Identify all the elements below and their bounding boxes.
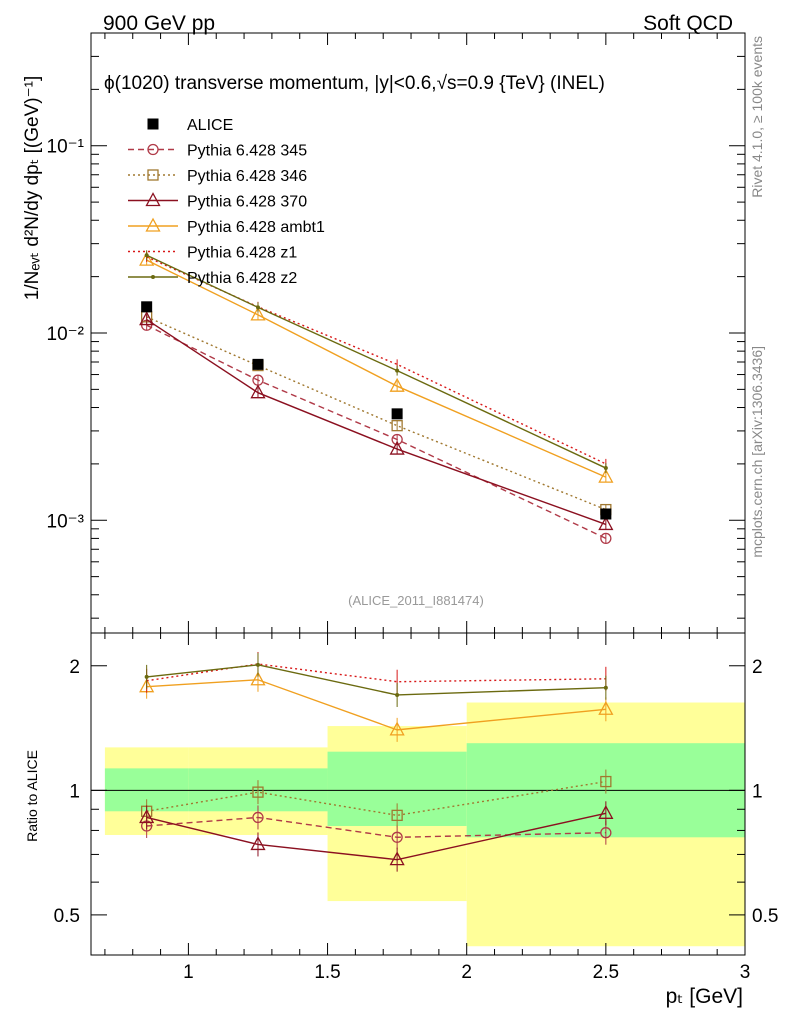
series-ambt1-point <box>139 251 155 266</box>
series-z1-ratio-line <box>146 663 606 683</box>
mcplots-label: mcplots.cern.ch [arXiv:1306.3436] <box>749 346 765 558</box>
series-346-line <box>146 316 607 511</box>
series-370-point <box>139 311 155 326</box>
legend: ALICE Pythia 6.428 345 Pythia 6.428 346 Pyt… <box>128 117 325 287</box>
series-ambt1-line <box>146 259 607 478</box>
series-370-ratio-line <box>146 812 607 861</box>
series-346-point <box>391 420 403 432</box>
series-346-ratio-point <box>252 786 264 798</box>
legend-345-marker <box>147 143 159 156</box>
series-layer <box>139 250 614 872</box>
series-345-ratio-point <box>600 827 612 839</box>
series-z2-point <box>395 368 400 373</box>
series-ambt1-point <box>389 377 405 392</box>
legend-346-marker <box>147 169 159 181</box>
series-z2-point <box>603 466 608 471</box>
series-z2-ratio-point <box>144 674 149 679</box>
data-layer <box>141 301 612 520</box>
series-345-line <box>146 324 607 540</box>
series-346-ratio-line <box>146 780 606 817</box>
series-346-ratio-point <box>391 809 403 822</box>
series-z2-ratio-line <box>146 664 606 696</box>
series-ambt1-ratio-line <box>146 679 606 731</box>
legend-z2-label: Pythia 6.428 z2 <box>187 270 297 287</box>
x-tick-label: 1.5 <box>314 962 340 983</box>
alice-point <box>391 408 403 420</box>
ratio-tick-label: 1 <box>69 781 80 802</box>
series-345-ratio-point <box>391 831 403 843</box>
series-ambt1-ratio-point <box>598 700 614 715</box>
series-ambt1-ratio-point <box>389 721 405 736</box>
series-z2-ratio-point <box>603 685 608 690</box>
series-370-ratio-point <box>139 809 155 824</box>
legend-ambt1-label: Pythia 6.428 ambt1 <box>187 219 325 236</box>
header-right: Soft QCD <box>643 12 733 35</box>
alice-point <box>600 508 612 520</box>
series-346-ratio-point <box>600 775 612 788</box>
x-tick-label: 3 <box>740 962 751 983</box>
legend-z2-marker <box>151 275 155 279</box>
ratio-tick-label: 0.5 <box>54 906 80 927</box>
legend-alice-label: ALICE <box>187 117 233 134</box>
legend-345-label: Pythia 6.428 345 <box>187 143 307 160</box>
plot-title: ϕ(1020) transverse momentum, |y|<0.6,√s=… <box>104 73 605 94</box>
series-345-ratio-line <box>146 816 606 839</box>
y-tick-label: 10⁻¹ <box>47 137 85 158</box>
alice-point <box>141 301 153 313</box>
ratio-tick-label-right: 0.5 <box>752 906 778 927</box>
rivet-label: Rivet 4.1.0, ≥ 100k events <box>749 36 765 198</box>
series-z2-point <box>255 305 260 310</box>
series-370-point <box>250 384 266 399</box>
ratio-bands <box>91 702 745 947</box>
y-tick-label: 10⁻² <box>47 324 85 345</box>
header-left: 900 GeV pp <box>103 12 215 35</box>
series-z2-line <box>146 254 607 469</box>
x-tick-label: 1 <box>183 962 194 983</box>
x-tick-label: 2 <box>461 962 472 983</box>
legend-ambt1-marker <box>145 217 161 232</box>
series-370-point <box>389 440 405 455</box>
ratio-frame <box>90 632 746 956</box>
axis-ticks: 1 1.5 2 2.5 3 10⁻³ 10⁻² 10⁻¹ 0.5 0.5 1 1 2 2 <box>47 32 778 983</box>
series-z2-ratio-point <box>255 662 260 667</box>
legend-346-label: Pythia 6.428 346 <box>187 168 307 185</box>
y-tick-label: 10⁻³ <box>47 511 85 532</box>
series-ambt1-point <box>598 468 614 483</box>
series-ambt1-point <box>250 306 266 321</box>
y-axis-label-ratio: Ratio to ALICE <box>24 750 40 842</box>
series-ambt1-ratio-point <box>250 671 266 686</box>
legend-alice-marker <box>147 118 159 130</box>
legend-370-label: Pythia 6.428 370 <box>187 194 307 211</box>
ratio-tick-label-right: 2 <box>752 657 763 678</box>
ratio-tick-label: 2 <box>69 657 80 678</box>
series-370-ratio-point <box>598 804 614 819</box>
x-axis-label: pₜ [GeV] <box>666 985 743 1008</box>
ratio-tick-label-right: 1 <box>752 781 763 802</box>
y-axis-label-main: 1/Nₑᵥₜ d²N/dy dpₜ [(GeV)⁻¹] <box>22 76 43 300</box>
series-370-line <box>146 318 607 526</box>
alice-point <box>252 358 264 370</box>
series-345-ratio-point <box>252 811 264 824</box>
series-370-point <box>598 516 614 531</box>
legend-370-marker <box>145 192 161 207</box>
legend-z1-label: Pythia 6.428 z1 <box>187 245 297 262</box>
series-370-ratio-point <box>389 851 405 866</box>
analysis-id: (ALICE_2011_I881474) <box>348 593 484 608</box>
series-z2-point <box>144 253 149 258</box>
series-345-point <box>600 532 612 545</box>
series-370-ratio-point <box>250 836 266 851</box>
series-z2-ratio-point <box>395 692 400 697</box>
x-tick-label: 2.5 <box>593 962 619 983</box>
